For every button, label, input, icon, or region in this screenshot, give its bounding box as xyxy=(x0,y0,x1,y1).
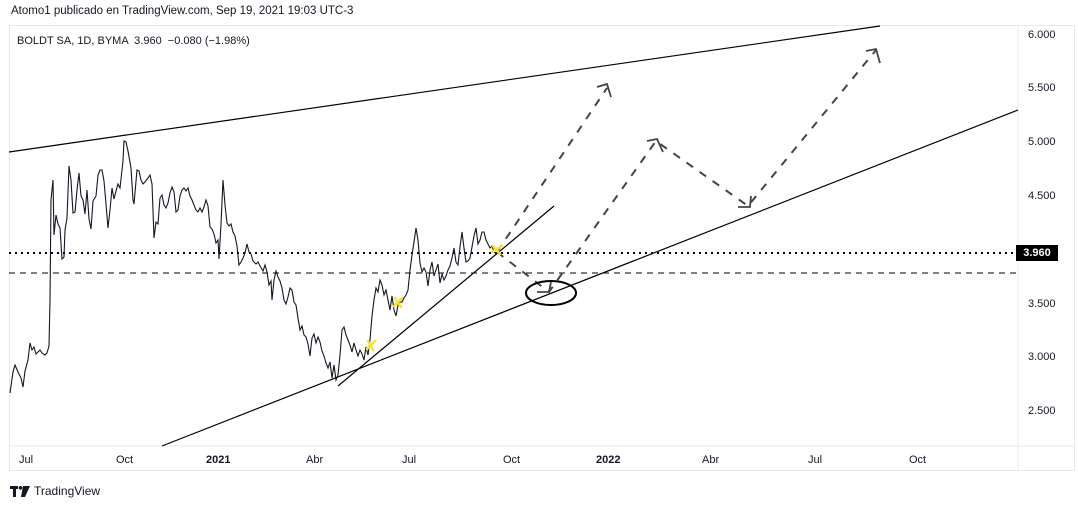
last-price-badge: 3.960 xyxy=(1016,245,1058,261)
x-tick-abr-2022: Abr xyxy=(702,454,720,466)
target-ellipse[interactable] xyxy=(525,280,577,306)
x-tick-abr-2021: Abr xyxy=(306,454,324,466)
y-tick-3500: 3.500 xyxy=(1028,298,1056,310)
arrowhead-b3-icon xyxy=(865,47,881,64)
arrowhead-a-icon xyxy=(596,82,612,98)
publisher-line: Atomo1 publicado en TradingView.com, Sep… xyxy=(11,5,354,17)
x-tick-2022: 2022 xyxy=(596,454,621,466)
y-tick-5500: 5.500 xyxy=(1028,82,1056,94)
chart-frame[interactable] xyxy=(9,25,1075,471)
lower-trendline[interactable] xyxy=(161,109,1019,447)
x-tick-jul-2021: Jul xyxy=(402,454,417,466)
marker-star-icon xyxy=(490,244,504,256)
x-tick-jul-2020: Jul xyxy=(19,454,34,466)
x-tick-oct-2022: Oct xyxy=(909,454,927,466)
short-term-trendline[interactable] xyxy=(337,205,555,387)
x-tick-oct-2020: Oct xyxy=(116,454,134,466)
chart-legend: BOLDT SA, 1D, BYMA 3.960 −0.080 (−1.98%) xyxy=(17,35,250,47)
marker-star-icon xyxy=(365,339,377,352)
x-tick-oct-2021: Oct xyxy=(503,454,521,466)
y-tick-6000: 6.000 xyxy=(1028,29,1056,41)
price-line xyxy=(9,140,497,394)
upper-trendline[interactable] xyxy=(8,25,881,153)
y-tick-3000: 3.000 xyxy=(1028,351,1056,363)
projection-b-path[interactable] xyxy=(496,49,877,294)
x-tick-jul-2022: Jul xyxy=(808,454,823,466)
y-tick-4500: 4.500 xyxy=(1028,190,1056,202)
arrowhead-b1-icon xyxy=(646,137,664,153)
y-tick-5000: 5.000 xyxy=(1028,136,1056,148)
tradingview-logo-icon xyxy=(10,485,30,497)
marker-star-icon xyxy=(392,296,404,309)
projection-a-path[interactable] xyxy=(496,87,608,253)
x-tick-2021: 2021 xyxy=(206,454,231,466)
branding-label: TradingView xyxy=(34,484,101,498)
arrowhead-b2-icon xyxy=(738,195,752,208)
y-tick-2500: 2.500 xyxy=(1028,405,1056,417)
tradingview-branding[interactable]: TradingView xyxy=(10,484,100,498)
arrowhead-b0-icon xyxy=(537,281,552,293)
yellow-markers xyxy=(365,244,504,352)
